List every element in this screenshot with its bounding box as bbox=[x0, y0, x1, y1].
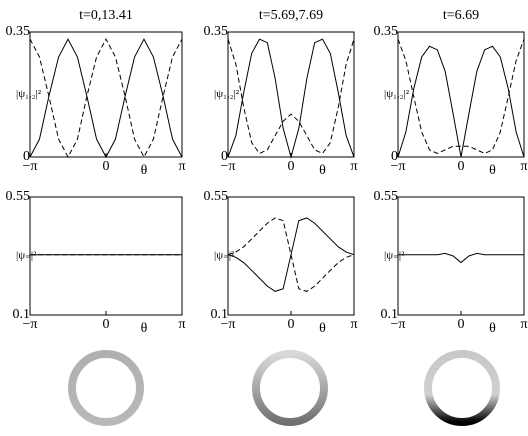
y-axis-label: |ψ₁,₂|² bbox=[16, 88, 42, 100]
plot-frame bbox=[29, 196, 183, 316]
y-tick-label: 0.35 bbox=[204, 24, 229, 39]
series-line bbox=[227, 217, 355, 292]
x-tick-label: −π bbox=[391, 159, 406, 174]
x-axis-label: θ bbox=[319, 321, 326, 336]
ring bbox=[424, 350, 500, 426]
plot-frame bbox=[29, 31, 183, 158]
plot-frame bbox=[227, 31, 355, 158]
y-tick-label: 0.35 bbox=[374, 24, 399, 39]
plot-frame bbox=[397, 31, 525, 158]
x-tick-label: π bbox=[178, 317, 185, 332]
x-tick-label: 0 bbox=[458, 317, 465, 332]
panel-title: t=0,13.41 bbox=[79, 8, 133, 23]
ring bbox=[252, 350, 328, 426]
series-line bbox=[227, 38, 355, 155]
y-tick-label: 0 bbox=[391, 149, 398, 164]
x-tick-label: π bbox=[520, 159, 527, 174]
x-tick-label: −π bbox=[23, 317, 38, 332]
y-axis-label: |ψ₁,₂|² bbox=[384, 88, 410, 100]
y-tick-label: 0.1 bbox=[13, 307, 31, 322]
x-tick-label: 0 bbox=[458, 159, 465, 174]
series-line bbox=[398, 252, 524, 264]
x-tick-label: −π bbox=[221, 317, 236, 332]
x-tick-label: 0 bbox=[103, 317, 110, 332]
series-line bbox=[397, 45, 525, 158]
x-tick-label: −π bbox=[23, 159, 38, 174]
x-tick-label: −π bbox=[391, 317, 406, 332]
x-axis-label: θ bbox=[489, 321, 496, 336]
x-tick-label: 0 bbox=[103, 159, 110, 174]
plot-frame bbox=[397, 196, 525, 316]
y-tick-label: 0.35 bbox=[6, 24, 31, 39]
y-tick-label: 0.55 bbox=[374, 189, 399, 204]
x-axis-label: θ bbox=[141, 163, 148, 178]
series-line bbox=[29, 38, 183, 159]
x-tick-label: −π bbox=[221, 159, 236, 174]
y-tick-label: 0.1 bbox=[381, 307, 399, 322]
series-line bbox=[227, 38, 355, 159]
x-tick-label: 0 bbox=[288, 159, 295, 174]
x-axis-label: θ bbox=[319, 163, 326, 178]
series-line bbox=[397, 38, 525, 154]
series-line bbox=[227, 217, 355, 292]
y-axis-label: |ψ₌|² bbox=[214, 250, 235, 262]
x-tick-label: π bbox=[178, 159, 185, 174]
x-axis-label: θ bbox=[489, 163, 496, 178]
x-tick-label: π bbox=[520, 317, 527, 332]
y-axis-label: |ψ₌|² bbox=[16, 250, 37, 262]
panel-title: t=6.69 bbox=[443, 8, 479, 23]
y-axis-label: |ψ₁,₂|² bbox=[214, 88, 240, 100]
y-tick-label: 0.55 bbox=[204, 189, 229, 204]
y-tick-label: 0 bbox=[221, 149, 228, 164]
y-tick-label: 0.1 bbox=[211, 307, 229, 322]
x-axis-label: θ bbox=[141, 321, 148, 336]
series-line bbox=[29, 38, 183, 159]
x-tick-label: π bbox=[350, 317, 357, 332]
y-tick-label: 0.55 bbox=[6, 189, 31, 204]
y-axis-label: |ψ₌|² bbox=[384, 250, 405, 262]
y-tick-label: 0 bbox=[23, 149, 30, 164]
x-tick-label: π bbox=[350, 159, 357, 174]
panel-title: t=5.69,7.69 bbox=[259, 8, 323, 23]
x-tick-label: 0 bbox=[288, 317, 295, 332]
ring bbox=[68, 350, 144, 426]
